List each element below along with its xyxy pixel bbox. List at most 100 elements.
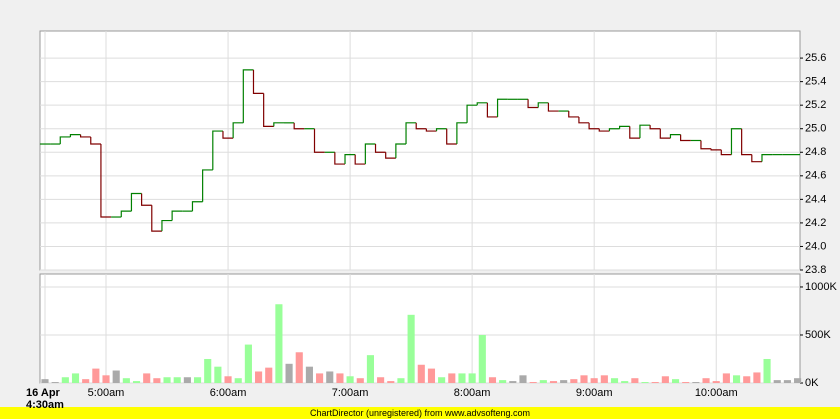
y-tick-label: 25.6	[805, 52, 826, 64]
volume-bar	[509, 381, 517, 383]
price-step	[202, 169, 213, 202]
price-step	[141, 193, 152, 206]
price-step	[619, 125, 630, 129]
x-tick-label: 7:00am	[331, 387, 369, 399]
volume-bar	[661, 376, 669, 383]
volume-bar	[102, 375, 110, 383]
price-step	[395, 143, 407, 159]
volume-bar	[316, 373, 324, 383]
price-step	[59, 136, 71, 145]
volume-bar	[61, 377, 69, 383]
price-step	[486, 102, 498, 118]
volume-bar	[255, 371, 263, 383]
y-tick-label: 23.8	[805, 264, 826, 276]
y-tick-label: 24.0	[805, 240, 826, 252]
price-step	[710, 148, 722, 151]
volume-bar	[163, 377, 171, 383]
price-step	[354, 154, 366, 165]
price-step	[364, 143, 376, 165]
price-step	[598, 128, 610, 132]
y-tick-label: 500K	[805, 329, 831, 341]
volume-bar	[488, 377, 497, 383]
volume-bar	[275, 304, 283, 383]
price-plot	[39, 30, 801, 271]
volume-bar	[468, 373, 476, 383]
volume-bar	[51, 382, 59, 383]
price-step	[252, 69, 264, 94]
volume-bar	[214, 366, 222, 383]
price-step	[120, 210, 132, 218]
volume-bar	[346, 376, 354, 383]
price-step	[191, 201, 203, 212]
price-step	[344, 154, 356, 165]
volume-bar	[193, 377, 202, 383]
price-step	[680, 134, 691, 142]
price-step	[232, 122, 244, 139]
volume-bar	[743, 376, 751, 383]
volume-bar	[722, 373, 730, 383]
price-step	[730, 128, 742, 155]
price-step	[568, 111, 579, 118]
price-step	[456, 122, 468, 145]
volume-bar	[244, 344, 252, 383]
price-step	[69, 134, 81, 137]
volume-bar	[621, 381, 629, 383]
volume-bar	[82, 379, 90, 383]
volume-bar	[590, 378, 598, 383]
volume-bar	[132, 381, 141, 383]
price-step	[90, 136, 101, 145]
price-step	[385, 152, 396, 159]
volume-bar	[336, 373, 344, 383]
x-tick-label: 8:00am	[453, 387, 491, 399]
price-step	[273, 122, 284, 127]
price-step	[496, 98, 508, 117]
price-step	[720, 149, 732, 156]
price-step	[669, 134, 681, 139]
price-step	[405, 122, 417, 145]
volume-bar	[143, 373, 151, 383]
volume-bar	[234, 378, 242, 383]
price-step	[700, 140, 712, 150]
y-tick-label: 1000K	[805, 281, 837, 293]
volume-bar	[702, 378, 710, 383]
x-tick-label: 6:00am	[209, 387, 247, 399]
price-step	[263, 93, 274, 127]
volume-bar	[478, 334, 486, 383]
volume-bar	[438, 377, 446, 383]
volume-bar	[295, 352, 303, 383]
volume-bar	[265, 367, 273, 383]
x-tick-label: 9:00am	[575, 387, 613, 399]
price-step	[761, 154, 773, 162]
volume-bar	[753, 372, 761, 383]
volume-bar	[122, 378, 130, 383]
price-step	[171, 210, 183, 221]
price-step	[435, 128, 447, 132]
x-tick-label: 16 Apr 4:30am	[26, 387, 64, 411]
volume-bar	[153, 378, 161, 383]
volume-bar	[366, 355, 374, 383]
volume-bar	[651, 382, 659, 383]
y-tick-label: 24.2	[805, 217, 826, 229]
price-step	[100, 144, 112, 218]
volume-bar	[692, 382, 700, 383]
price-step	[588, 122, 600, 130]
price-step	[547, 102, 559, 112]
price-step	[79, 134, 91, 138]
price-step	[222, 131, 234, 139]
volume-bar	[570, 379, 578, 383]
volume-bar	[733, 375, 741, 383]
price-step	[242, 69, 254, 123]
price-step	[313, 128, 325, 153]
price-step	[578, 116, 590, 124]
price-step	[212, 130, 223, 170]
price-step	[151, 205, 162, 232]
volume-bar	[600, 375, 608, 383]
volume-bar	[549, 381, 558, 383]
price-step	[415, 122, 427, 130]
price-step	[293, 122, 305, 130]
volume-bar	[377, 377, 385, 383]
volume-bar	[610, 378, 619, 383]
volume-bar	[773, 380, 781, 383]
y-tick-label: 0K	[805, 377, 819, 389]
y-tick-label: 24.6	[805, 170, 826, 182]
